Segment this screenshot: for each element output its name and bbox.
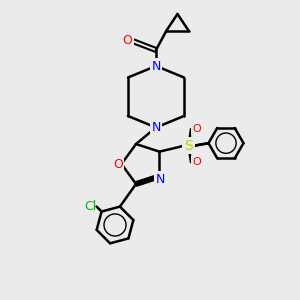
- Text: O: O: [193, 124, 201, 134]
- Text: O: O: [123, 34, 132, 47]
- Text: N: N: [151, 59, 161, 73]
- Text: N: N: [156, 173, 165, 186]
- Text: S: S: [184, 139, 193, 153]
- Text: O: O: [193, 157, 201, 167]
- Text: N: N: [151, 121, 161, 134]
- Text: O: O: [113, 158, 123, 170]
- Text: Cl: Cl: [85, 200, 97, 213]
